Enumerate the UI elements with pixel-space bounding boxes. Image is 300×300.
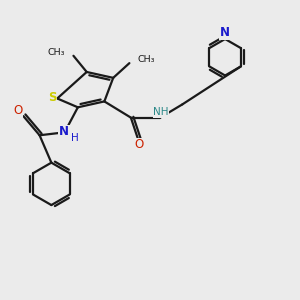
Text: CH₃: CH₃ [48, 48, 65, 57]
Text: NH: NH [153, 107, 169, 117]
Text: H: H [71, 133, 79, 142]
Text: CH₃: CH₃ [138, 55, 155, 64]
Text: O: O [134, 139, 143, 152]
Text: O: O [14, 104, 23, 117]
Text: S: S [48, 92, 56, 104]
Text: N: N [220, 26, 230, 39]
Text: N: N [59, 125, 69, 138]
